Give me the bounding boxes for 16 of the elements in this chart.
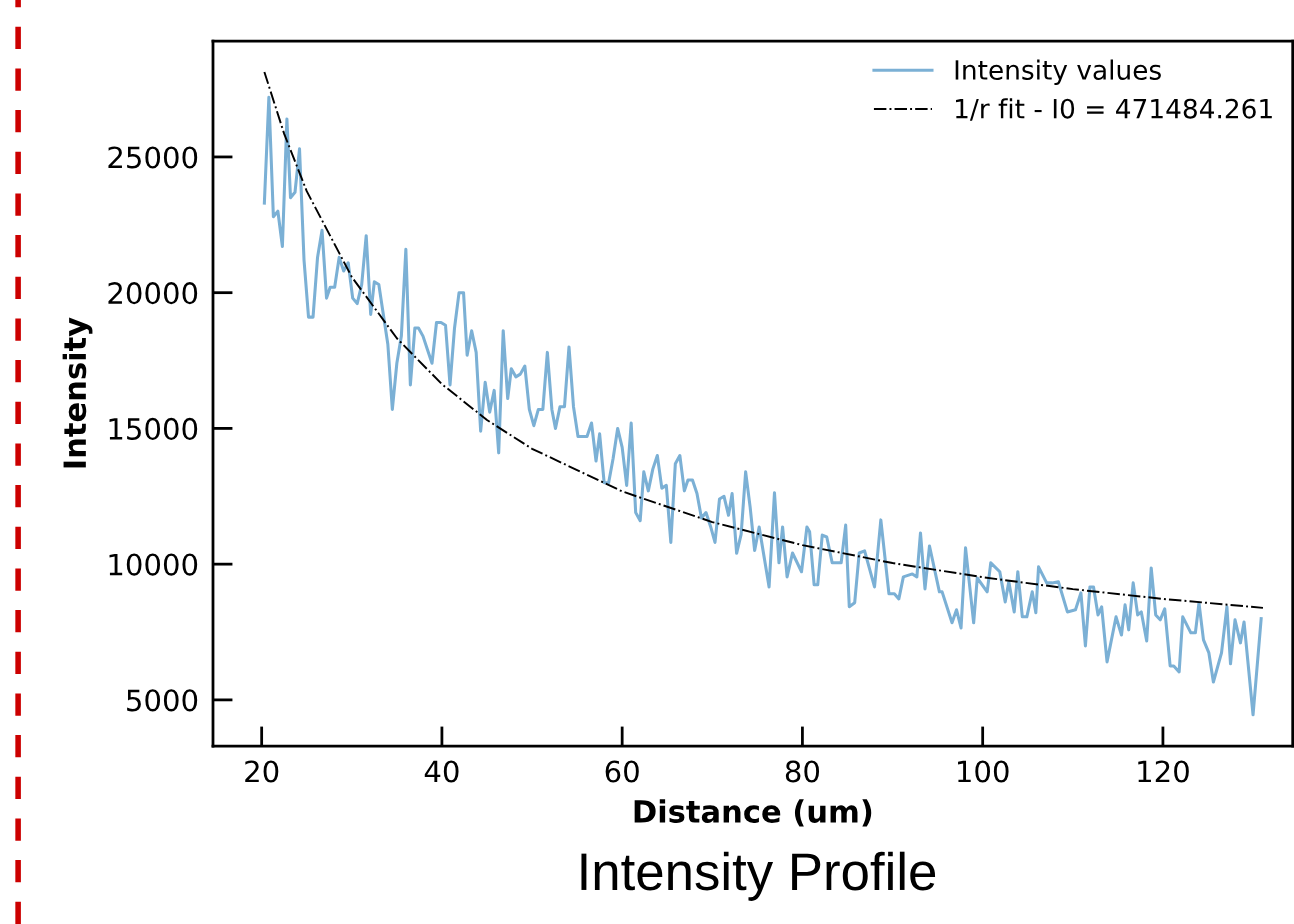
x-tick-label: 60 bbox=[605, 760, 639, 783]
y-axis-title: Intensity bbox=[62, 317, 93, 468]
x-tick-label: 120 bbox=[1138, 760, 1189, 783]
text: Intensity Profile bbox=[581, 851, 936, 901]
x-axis-title: Distance (um) bbox=[634, 799, 872, 827]
legend-label: 1/r fit - I0 = 471484.261 bbox=[956, 98, 1272, 121]
y-tick-label: 20000 bbox=[108, 282, 198, 305]
x-tick-label: 100 bbox=[958, 760, 1009, 783]
x-tick-label: 80 bbox=[785, 760, 820, 783]
y-tick-label: 25000 bbox=[108, 146, 198, 169]
legend-label: Intensity values bbox=[955, 59, 1161, 86]
y-tick-label: 5000 bbox=[127, 689, 198, 712]
y-tick-label: 15000 bbox=[109, 417, 198, 440]
x-tick-label: 40 bbox=[424, 760, 459, 783]
x-tick-label: 20 bbox=[245, 760, 279, 783]
y-tick-label: 10000 bbox=[109, 553, 198, 576]
